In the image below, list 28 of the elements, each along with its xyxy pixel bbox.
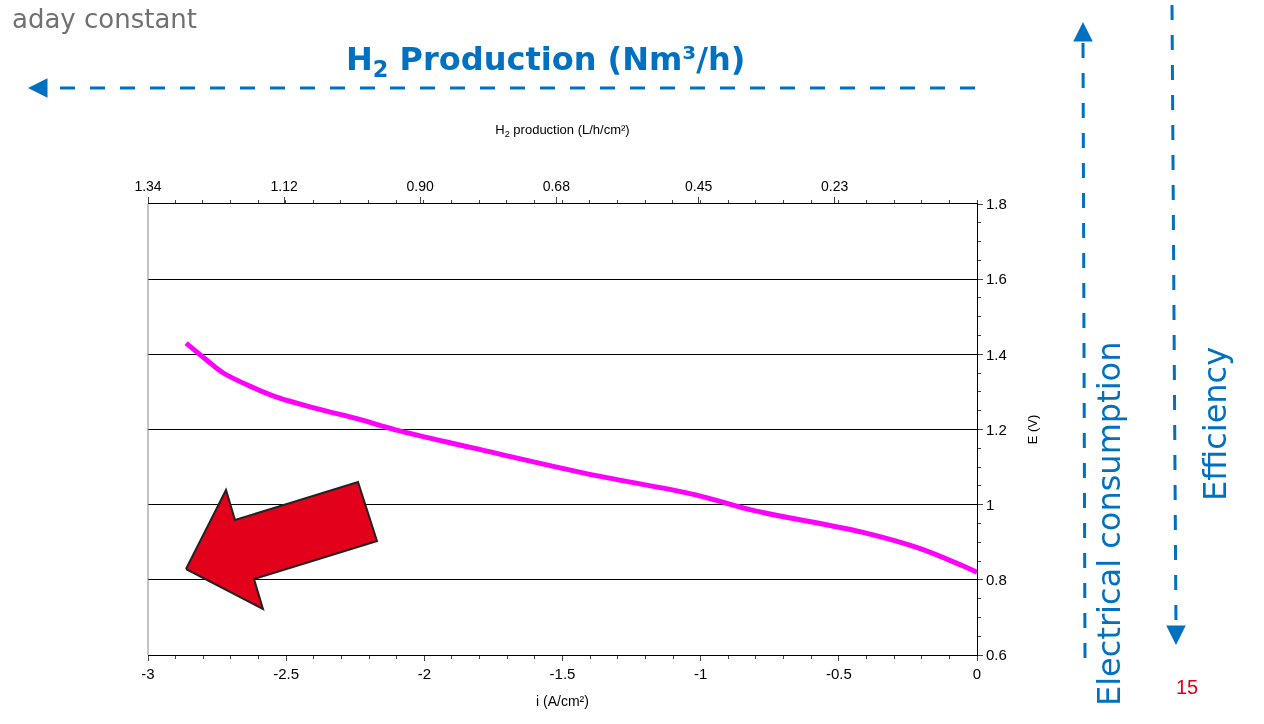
y-tick-label: 1 — [986, 495, 995, 513]
x-tick-label: -1 — [694, 665, 708, 682]
text: Efficiency — [1196, 346, 1234, 501]
x2-tick-label: 0.90 — [406, 178, 435, 195]
x2-axis-title: H$_{2}$ production (L/h/cm²) — [495, 122, 630, 140]
x-tick-label: -3 — [141, 665, 155, 682]
x-tick-label: 0 — [972, 665, 982, 682]
x2-tick-label: 0.45 — [684, 178, 713, 195]
text: Electrical consumption — [1090, 341, 1128, 706]
y-tick-label: 1.6 — [986, 270, 1007, 288]
text: 15 — [1176, 676, 1199, 698]
x-tick-label: -2 — [417, 665, 431, 682]
x2-tick-label: 0.23 — [821, 178, 849, 195]
y-tick-label: 1.4 — [986, 345, 1007, 363]
x2-tick-label: 1.12 — [270, 178, 298, 195]
y-tick-label: 1.2 — [986, 420, 1007, 438]
text: aday constant — [12, 4, 198, 34]
x-tick-label: -2.5 — [273, 665, 300, 682]
y-tick-label: 1.8 — [986, 195, 1007, 213]
x-tick-label: -1.5 — [549, 665, 576, 682]
y-axis-title: E (V) — [1025, 414, 1041, 445]
x-tick-label: -0.5 — [825, 665, 852, 682]
y-tick-label: 0.6 — [986, 646, 1007, 664]
y-tick-label: 0.8 — [986, 571, 1007, 589]
x2-tick-label: 0.68 — [542, 178, 571, 195]
chart-title: H$_{2}$ Production (Nm³/h) — [346, 40, 746, 82]
x2-tick-label: 1.34 — [134, 178, 162, 195]
x-axis-title: i (A/cm²) — [536, 693, 589, 710]
